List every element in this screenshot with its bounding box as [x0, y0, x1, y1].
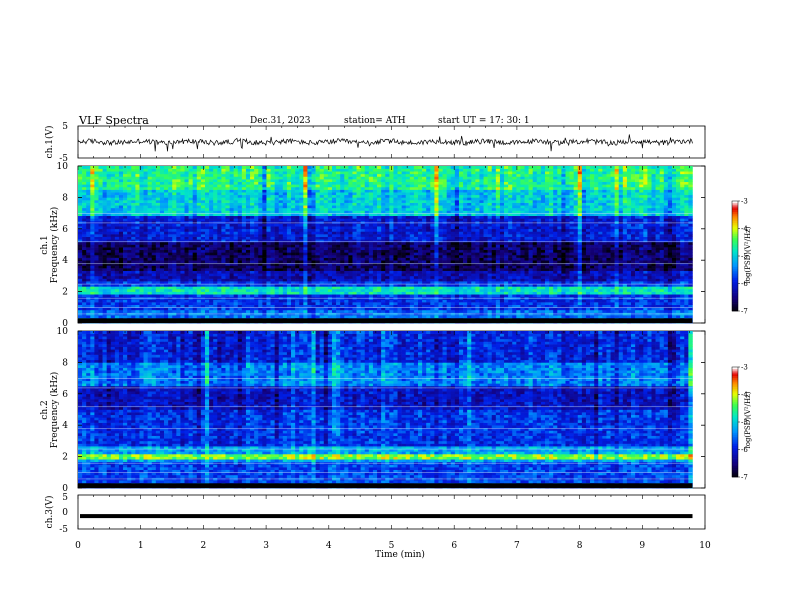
time-axis-tick-label: 0 [75, 541, 81, 551]
ch1-waveform-panel: 5 -5 ch.1(V) [44, 122, 705, 164]
ch2-spectrogram-panel-label: ch.2 [40, 400, 50, 419]
ch2-colorbar-label: log(PSD)(V²/Hz) [744, 391, 752, 448]
figure-title: VLF Spectra [78, 114, 149, 127]
ch1-spectrogram-ylabel: Frequency (kHz) [49, 207, 60, 284]
time-axis-tick-label: 2 [201, 541, 207, 551]
ch3-ytick-bottom: -5 [59, 525, 68, 535]
spectrogram-ytick-label: 4 [62, 256, 68, 266]
spectrogram-ytick-label: 2 [62, 288, 68, 298]
figure-date: Dec.31, 2023 [250, 116, 311, 126]
colorbar-tick-label: -3 [741, 364, 748, 372]
time-axis-tick-label: 8 [577, 541, 583, 551]
figure-station: station= ATH [344, 116, 406, 126]
spectrogram-ytick-label: 10 [57, 162, 69, 172]
time-axis-tick-label: 7 [514, 541, 520, 551]
ch1-colorbar-label: log(PSD)(V²/Hz) [744, 226, 752, 283]
colorbar-tick-label: -7 [741, 474, 748, 482]
spectrogram-ytick-label: 6 [62, 390, 68, 400]
ch2-spectrogram-ylabel: Frequency (kHz) [49, 372, 60, 449]
ch3-waveform-ylabel: ch.3(V) [44, 496, 55, 529]
spectrogram-ytick-label: 8 [62, 193, 68, 203]
spectrogram-ytick-label: 4 [62, 421, 68, 431]
time-axis-tick-label: 9 [639, 541, 645, 551]
spectrogram-ytick-label: 6 [62, 225, 68, 235]
spectrogram-ytick-label: 8 [62, 358, 68, 368]
ch2-spectrogram-image [78, 331, 693, 488]
ch3-waveform-frame [78, 495, 705, 529]
spectrogram-ytick-label: 10 [57, 327, 69, 337]
time-axis-label: Time (min) [375, 549, 425, 560]
figure-start-time: start UT = 17: 30: 1 [438, 116, 530, 126]
ch1-ytick-top: 5 [62, 122, 68, 132]
ch1-spectrogram-panel-label: ch.1 [40, 235, 50, 254]
colorbar-tick-label: -3 [741, 198, 748, 206]
ch1-waveform-ylabel: ch.1(V) [44, 126, 55, 159]
time-axis-tick-label: 4 [326, 541, 332, 551]
time-axis-tick-label: 3 [263, 541, 269, 551]
spectrogram-ytick-label: 2 [62, 453, 68, 463]
ch1-spectrogram-image [78, 166, 693, 323]
colorbar-tick-label: -7 [741, 308, 748, 316]
ch3-waveform-line [80, 514, 693, 518]
time-axis-tick-label: 6 [451, 541, 457, 551]
time-axis-tick-label: 10 [699, 541, 711, 551]
ch3-ytick-zero: 0 [62, 508, 68, 518]
time-axis-tick-label: 1 [138, 541, 144, 551]
ch3-ytick-top: 5 [62, 493, 68, 503]
